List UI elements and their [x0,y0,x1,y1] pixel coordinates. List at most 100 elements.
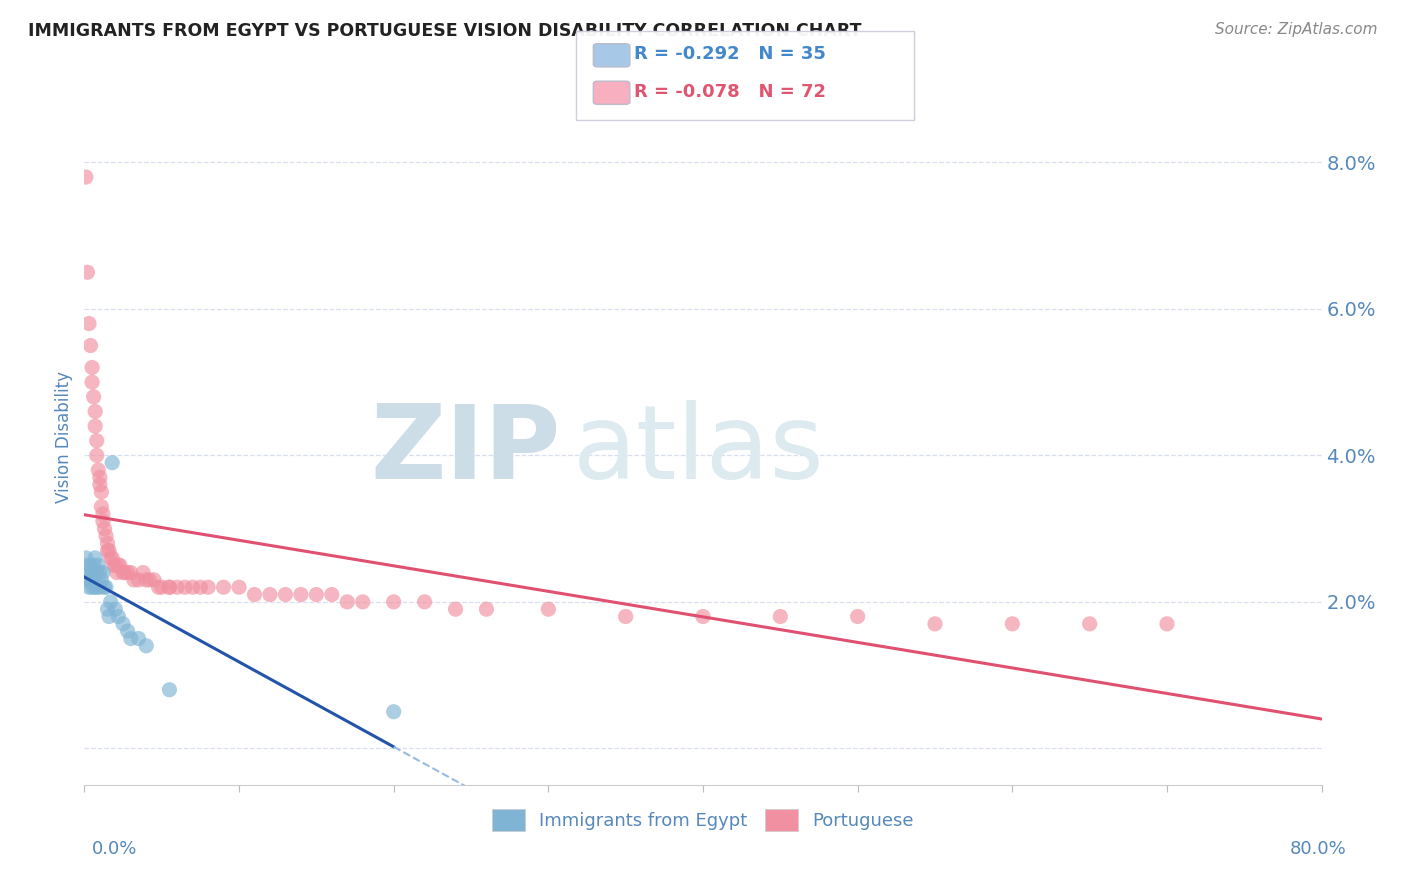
Point [382,595,405,609]
Point [614,609,637,624]
Point [537,602,560,616]
Point [90,485,112,500]
Point [76,573,98,587]
Point [83,390,105,404]
Point [75,550,97,565]
Text: atlas: atlas [574,401,825,501]
Point [143,573,166,587]
Point [114,566,136,580]
Point [475,602,498,616]
Point [132,566,155,580]
Point [122,573,145,587]
Point [127,632,149,646]
Point [98,543,121,558]
Text: R = -0.078   N = 72: R = -0.078 N = 72 [634,83,827,101]
Point [166,580,188,594]
Point [84,404,107,418]
Point [197,580,219,594]
Point [89,477,111,491]
Point [83,573,105,587]
Point [90,573,112,587]
Point [105,566,128,580]
Point [107,609,129,624]
Point [84,419,107,434]
Point [228,580,250,594]
Text: IMMIGRANTS FROM EGYPT VS PORTUGUESE VISION DISABILITY CORRELATION CHART: IMMIGRANTS FROM EGYPT VS PORTUGUESE VISI… [28,22,862,40]
Point [75,170,97,185]
Point [135,639,157,653]
Point [84,550,107,565]
Point [96,543,118,558]
Point [104,602,127,616]
Point [100,595,122,609]
Point [86,580,108,594]
Point [352,595,374,609]
Legend: Immigrants from Egypt, Portuguese: Immigrants from Egypt, Portuguese [485,802,921,838]
Text: Source: ZipAtlas.com: Source: ZipAtlas.com [1215,22,1378,37]
Point [120,632,142,646]
Point [101,456,124,470]
Point [77,317,100,331]
Point [93,522,115,536]
Point [117,566,139,580]
Point [321,588,343,602]
Point [90,500,112,514]
Point [79,558,101,573]
Point [84,580,107,594]
Point [692,609,714,624]
Point [174,580,197,594]
Point [94,529,117,543]
Point [150,580,173,594]
Point [108,558,131,573]
Point [138,573,160,587]
Point [93,580,115,594]
Point [76,558,98,573]
Point [188,580,211,594]
Point [76,265,98,279]
Point [769,609,792,624]
Point [274,588,297,602]
Point [82,375,104,389]
Point [86,449,108,463]
Point [86,566,108,580]
Text: R = -0.292   N = 35: R = -0.292 N = 35 [634,45,825,63]
Point [243,588,266,602]
Point [82,580,104,594]
Point [305,588,328,602]
Point [846,609,869,624]
Point [77,566,100,580]
Point [1001,616,1024,631]
Point [107,558,129,573]
Point [127,573,149,587]
Point [91,507,114,521]
Point [77,580,100,594]
Point [148,580,170,594]
Point [120,566,142,580]
Point [135,573,157,587]
Y-axis label: Vision Disability: Vision Disability [55,371,73,503]
Point [413,595,436,609]
Point [924,616,946,631]
Point [91,566,114,580]
Point [96,602,118,616]
Point [159,682,180,697]
Point [336,595,359,609]
Point [82,566,104,580]
Point [382,705,405,719]
Point [87,558,110,573]
Point [98,609,121,624]
Point [89,470,111,484]
Point [212,580,235,594]
Point [112,566,135,580]
Text: 80.0%: 80.0% [1291,840,1347,858]
Point [89,580,111,594]
Text: 0.0%: 0.0% [91,840,136,858]
Point [1156,616,1178,631]
Point [259,588,281,602]
Point [181,580,204,594]
Point [86,434,108,448]
Point [89,566,111,580]
Point [159,580,180,594]
Point [94,580,117,594]
Point [444,602,467,616]
